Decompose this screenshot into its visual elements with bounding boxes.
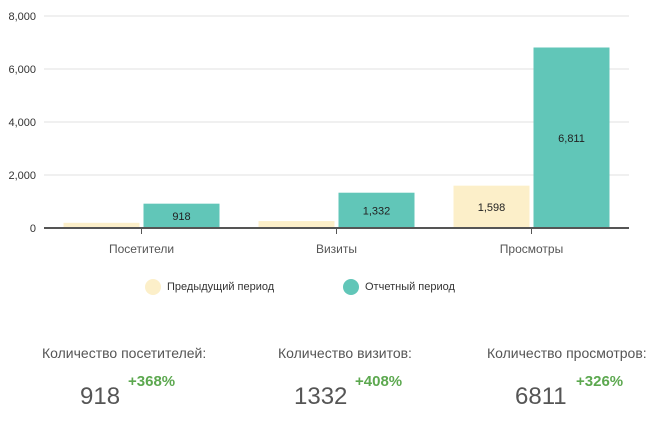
bar-current (338, 192, 415, 228)
stat-visits-title: Количество визитов: (278, 345, 412, 361)
bar-chart: 0 2,000 4,000 6,000 8,000 918 Посетители 1,332 В… (8, 11, 629, 256)
legend-label-previous: Предыдущий период (167, 281, 275, 293)
x-tick-label: Визиты (316, 242, 357, 256)
bar-previous (453, 185, 530, 228)
y-tick-label: 6,000 (8, 64, 36, 76)
stat-visitors-title: Количество посетителей: (42, 345, 207, 361)
bar-current (533, 47, 610, 228)
legend-swatch-previous-icon (145, 279, 161, 295)
legend-swatch-current-icon (343, 279, 359, 295)
stat-visits-value: 1332 (294, 383, 348, 410)
stat-pageviews-value: 6811 (515, 383, 567, 410)
x-tick-label: Просмотры (500, 242, 563, 256)
bar-previous (63, 222, 140, 228)
y-tick-label: 0 (30, 223, 36, 235)
bar-current (143, 203, 220, 228)
chart-legend: Предыдущий период Отчетный период (0, 276, 662, 298)
y-tick-label: 2,000 (8, 170, 36, 182)
legend-item-previous-period[interactable]: Предыдущий период (145, 276, 274, 298)
bar-data-label: 918 (172, 211, 190, 223)
stat-visitors-change: +368% (128, 373, 176, 390)
x-tick-label: Посетители (109, 242, 174, 256)
bar-data-label: 1,598 (478, 202, 506, 214)
legend-label-current: Отчетный период (365, 281, 455, 293)
stat-visitors-value: 918 (80, 383, 121, 410)
legend-item-current-period[interactable]: Отчетный период (343, 276, 455, 298)
stat-pageviews-title: Количество просмотров: (487, 345, 647, 361)
bar-data-label: 1,332 (363, 205, 391, 217)
stat-visits-change: +408% (355, 373, 403, 390)
y-tick-label: 4,000 (8, 117, 36, 129)
y-tick-label: 8,000 (8, 11, 36, 23)
bar-data-label: 6,811 (558, 133, 585, 145)
bar-previous (258, 221, 335, 228)
stat-visitors: Количество посетителей: +368% 918 (42, 345, 242, 415)
stat-visits: Количество визитов: +408% 1332 (278, 345, 478, 415)
stat-pageviews-change: +326% (576, 373, 624, 390)
stat-pageviews: Количество просмотров: +326% 6811 (487, 345, 662, 415)
